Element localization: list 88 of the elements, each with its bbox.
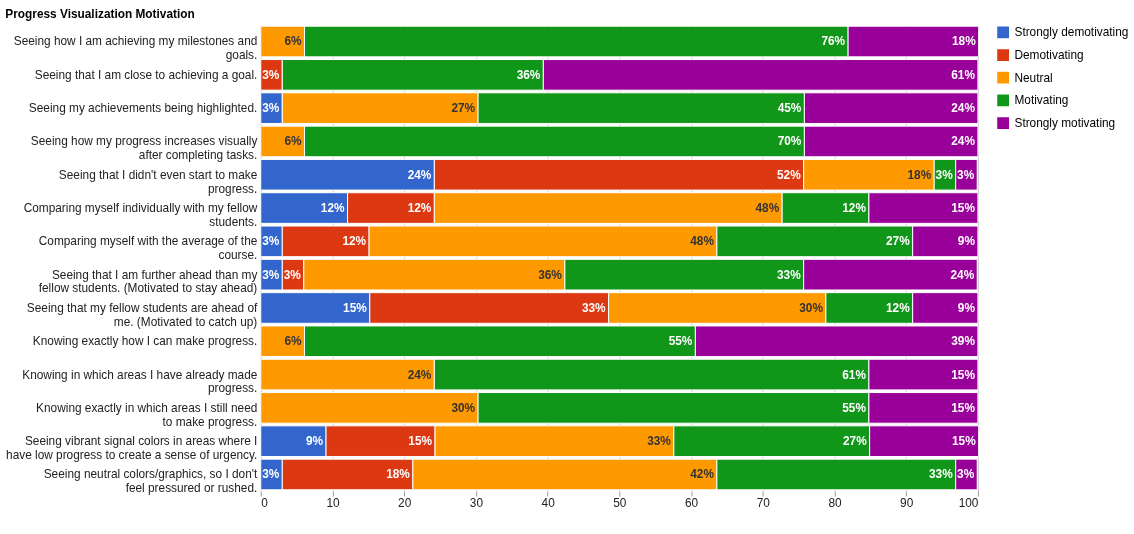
data-label: 24% (951, 101, 976, 116)
data-label: 45% (777, 101, 802, 116)
data-label: 3% (957, 467, 975, 482)
data-label: 18% (907, 167, 932, 182)
data-label: 42% (690, 467, 715, 482)
data-label: 30% (451, 400, 476, 415)
y-tick-label: Knowing exactly in which areas I still need to make progress. (36, 400, 258, 429)
data-label: 3% (262, 467, 280, 482)
data-label: 61% (951, 67, 976, 82)
y-tick-label: Seeing how I am achieving my milestones and goals. (13, 34, 258, 63)
x-tick-label: 100 (958, 496, 979, 511)
data-label: 27% (885, 234, 911, 249)
x-tick-label: 10 (326, 496, 340, 511)
y-tick-label: Seeing vibrant signal colors in areas where I have low progress to create a sense of urgency. (6, 434, 258, 462)
data-label: 36% (538, 267, 563, 282)
data-label: 15% (343, 300, 368, 315)
x-tick-label: 40 (541, 496, 556, 511)
data-label: 15% (951, 400, 976, 415)
data-label: 24% (951, 134, 976, 149)
data-label: 3% (262, 67, 280, 82)
x-tick-label: 20 (398, 496, 412, 511)
data-label: 3% (262, 234, 280, 249)
data-label: 70% (777, 134, 802, 149)
data-label: 12% (842, 201, 867, 215)
data-label: 15% (951, 367, 976, 382)
y-tick-label: Seeing my achievements being highlighted. (28, 101, 258, 116)
data-label: 12% (407, 201, 432, 215)
data-label: 27% (451, 101, 476, 116)
data-label: 3% (935, 167, 954, 182)
data-label: 24% (407, 167, 432, 182)
x-tick-label: 80 (828, 496, 842, 511)
data-label: 48% (755, 201, 780, 215)
x-tick-label: 0 (261, 496, 269, 511)
data-label: 6% (284, 134, 303, 149)
y-tick-label: Knowing exactly how I can make progress. (32, 334, 258, 349)
legend-label: Motivating (1014, 93, 1069, 108)
data-label: 33% (776, 267, 802, 282)
data-label: 3% (283, 267, 302, 282)
y-tick-label: Seeing that my fellow students are ahead of me. (Motivated to catch up) (26, 300, 259, 329)
x-tick-label: 90 (900, 496, 914, 511)
y-tick-label: Knowing in which areas I have already made progress. (22, 367, 258, 396)
data-label: 18% (386, 467, 411, 482)
data-label: 6% (284, 34, 303, 49)
data-label: 48% (690, 234, 715, 249)
data-label: 36% (516, 67, 541, 82)
y-tick-label: Comparing myself with the average of the course. (38, 234, 258, 263)
legend-label: Strongly motivating (1014, 116, 1116, 131)
data-label: 61% (842, 367, 867, 382)
y-tick-label: Seeing that I didn't even start to make progress. (58, 167, 258, 196)
data-label: 27% (842, 434, 868, 449)
data-label: 15% (951, 201, 976, 215)
data-label: 55% (668, 334, 693, 349)
data-label: 12% (885, 300, 911, 315)
legend-label: Demotivating (1014, 47, 1084, 62)
data-label: 12% (320, 201, 346, 215)
y-tick-label: Seeing that I am close to achieving a goal. (34, 67, 258, 82)
data-label: 9% (957, 300, 976, 315)
data-label: 76% (821, 34, 846, 49)
data-label: 33% (581, 300, 607, 315)
x-tick-label: 60 (684, 496, 699, 511)
text: Progress Visualization Motivation (5, 6, 195, 21)
data-label: 6% (284, 334, 303, 349)
data-label: 39% (951, 334, 976, 349)
legend-label: Strongly demotivating (1014, 25, 1129, 40)
data-label: 33% (929, 467, 954, 482)
x-tick-label: 70 (756, 496, 771, 511)
data-label: 30% (799, 300, 824, 315)
data-label: 9% (957, 234, 976, 249)
y-tick-label: Seeing how my progress increases visually after completing tasks. (30, 134, 258, 163)
x-tick-label: 50 (613, 496, 627, 511)
data-label: 3% (957, 167, 975, 182)
x-tick-label: 30 (469, 496, 484, 511)
data-label: 12% (342, 234, 367, 249)
legend-label: Neutral (1014, 70, 1053, 85)
data-label: 3% (262, 267, 280, 282)
data-label: 3% (262, 101, 280, 116)
data-label: 33% (647, 434, 672, 449)
data-label: 15% (951, 434, 977, 449)
data-label: 52% (776, 167, 802, 182)
data-label: 18% (951, 34, 977, 49)
y-tick-label: Seeing neutral colors/graphics, so I don't feel pressured or rushed. (43, 467, 259, 496)
data-label: 9% (305, 434, 324, 449)
data-label: 24% (407, 367, 432, 382)
data-label: 24% (950, 267, 975, 282)
data-label: 55% (842, 400, 867, 415)
y-tick-label: Comparing myself individually with my fellow students. (23, 201, 258, 229)
data-label: 15% (408, 434, 433, 449)
y-tick-label: Seeing that I am further ahead than my fellow students. (Motivated to stay ahead) (38, 267, 258, 296)
